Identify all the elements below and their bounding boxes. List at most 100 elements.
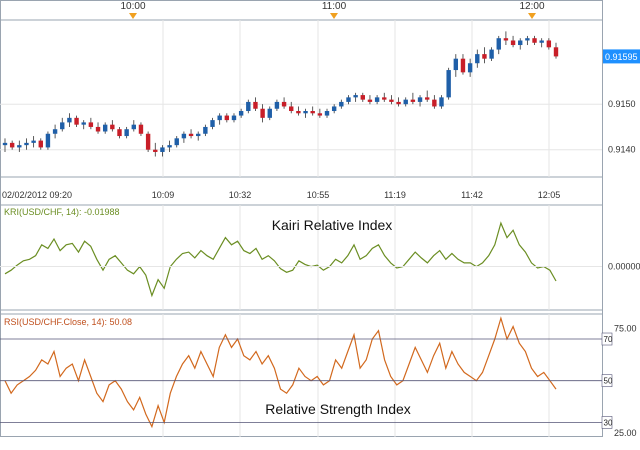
- candle-up: [81, 122, 86, 125]
- candle-down: [296, 111, 301, 114]
- time-marker-icon: [528, 13, 536, 19]
- candle-down: [503, 38, 509, 41]
- candle-down: [224, 115, 230, 121]
- price-y-tick-label: 0.9140: [608, 145, 636, 155]
- candle-up: [31, 140, 36, 143]
- candle-up: [60, 122, 65, 130]
- candle-up: [210, 120, 215, 127]
- candle-up: [2, 142, 8, 146]
- candle-up: [518, 40, 523, 46]
- x-tick-label: 10:55: [307, 190, 330, 200]
- candle-up: [67, 117, 72, 123]
- candle-down: [310, 111, 315, 114]
- candle-up: [496, 38, 501, 50]
- last-price-badge: [603, 49, 640, 64]
- candle-up: [467, 63, 473, 73]
- x-tick-label: 11:42: [461, 190, 483, 200]
- rsi-y-tick-label: 75.00: [614, 324, 637, 334]
- candle-down: [9, 142, 15, 148]
- candle-up: [124, 129, 129, 137]
- candle-up: [274, 101, 280, 109]
- candle-down: [360, 95, 365, 100]
- candle-down: [138, 124, 144, 134]
- candle-down: [553, 47, 559, 57]
- candle-up: [45, 133, 51, 148]
- candle-down: [367, 99, 373, 102]
- top-time-label: 11:00: [322, 1, 347, 12]
- top-time-label: 10:00: [120, 1, 145, 12]
- candle-down: [482, 54, 487, 59]
- candle-down: [432, 99, 437, 107]
- x-tick-label: 02/02/2012 09:20: [2, 190, 72, 200]
- candle-up: [303, 111, 308, 114]
- candle-down: [396, 101, 401, 105]
- candle-down: [410, 99, 416, 102]
- candle-down: [389, 99, 394, 102]
- rsi-series-line: [4, 316, 557, 429]
- candle-up: [446, 70, 451, 98]
- candle-down: [260, 108, 265, 118]
- candle-up: [174, 138, 179, 146]
- candle-up: [196, 133, 201, 137]
- candle-up: [181, 133, 187, 139]
- candle-up: [417, 97, 423, 102]
- rsi-reference-tag: [601, 374, 613, 388]
- candle-up: [374, 97, 380, 102]
- candle-up: [439, 97, 444, 107]
- x-tick-label: 10:32: [229, 190, 252, 200]
- rsi-reference-label: 50: [604, 377, 613, 386]
- candle-down: [188, 133, 194, 137]
- top-time-label: 12:00: [519, 1, 544, 12]
- time-marker-icon: [129, 13, 137, 19]
- rsi-indicator-label: RSI(USD/CHF.Close, 14): 50.08: [4, 317, 132, 327]
- candle-up: [267, 108, 272, 118]
- candle-up: [453, 58, 459, 71]
- candle-up: [489, 49, 494, 59]
- candle-down: [153, 149, 158, 152]
- candle-down: [382, 97, 387, 100]
- kri-y-tick-label: 0.00000: [608, 262, 640, 272]
- candle-up: [102, 124, 108, 132]
- candle-down: [460, 58, 466, 73]
- candle-up: [539, 40, 544, 43]
- candle-down: [546, 40, 552, 48]
- candle-up: [160, 147, 165, 152]
- rsi-reference-label: 30: [604, 418, 613, 427]
- x-tick-label: 10:09: [152, 190, 175, 200]
- candle-down: [289, 106, 294, 112]
- candle-down: [117, 129, 122, 137]
- candle-down: [253, 101, 258, 109]
- rsi-reference-label: 70: [604, 335, 613, 344]
- candle-up: [131, 124, 137, 130]
- candle-up: [246, 101, 251, 112]
- rsi-y-tick-label: 25.00: [614, 428, 637, 438]
- candle-up: [475, 54, 480, 64]
- candle-down: [95, 126, 101, 132]
- candle-up: [231, 115, 237, 121]
- candle-up: [346, 97, 351, 102]
- candle-up: [403, 99, 408, 105]
- candle-down: [74, 117, 79, 125]
- candle-up: [52, 129, 58, 134]
- candle-up: [167, 145, 172, 148]
- candle-down: [424, 97, 430, 100]
- kri-indicator-label: KRI(USD/CHF, 14): -0.01988: [4, 207, 120, 217]
- candle-up: [238, 111, 244, 116]
- last-price-label: 0.91595: [605, 52, 638, 62]
- x-tick-label: 12:05: [538, 190, 561, 200]
- candle-up: [203, 126, 208, 134]
- candle-up: [331, 106, 337, 112]
- rsi-title: Relative Strength Index: [265, 401, 411, 417]
- candle-down: [110, 124, 115, 130]
- candle-down: [38, 140, 43, 148]
- kri-series-line: [4, 221, 557, 298]
- candle-up: [353, 95, 358, 98]
- candle-down: [145, 133, 151, 150]
- candle-down: [317, 113, 323, 116]
- chart-frame: [0, 0, 603, 437]
- time-marker-icon: [330, 13, 338, 19]
- kri-title: Kairi Relative Index: [272, 217, 393, 233]
- candle-up: [217, 115, 222, 121]
